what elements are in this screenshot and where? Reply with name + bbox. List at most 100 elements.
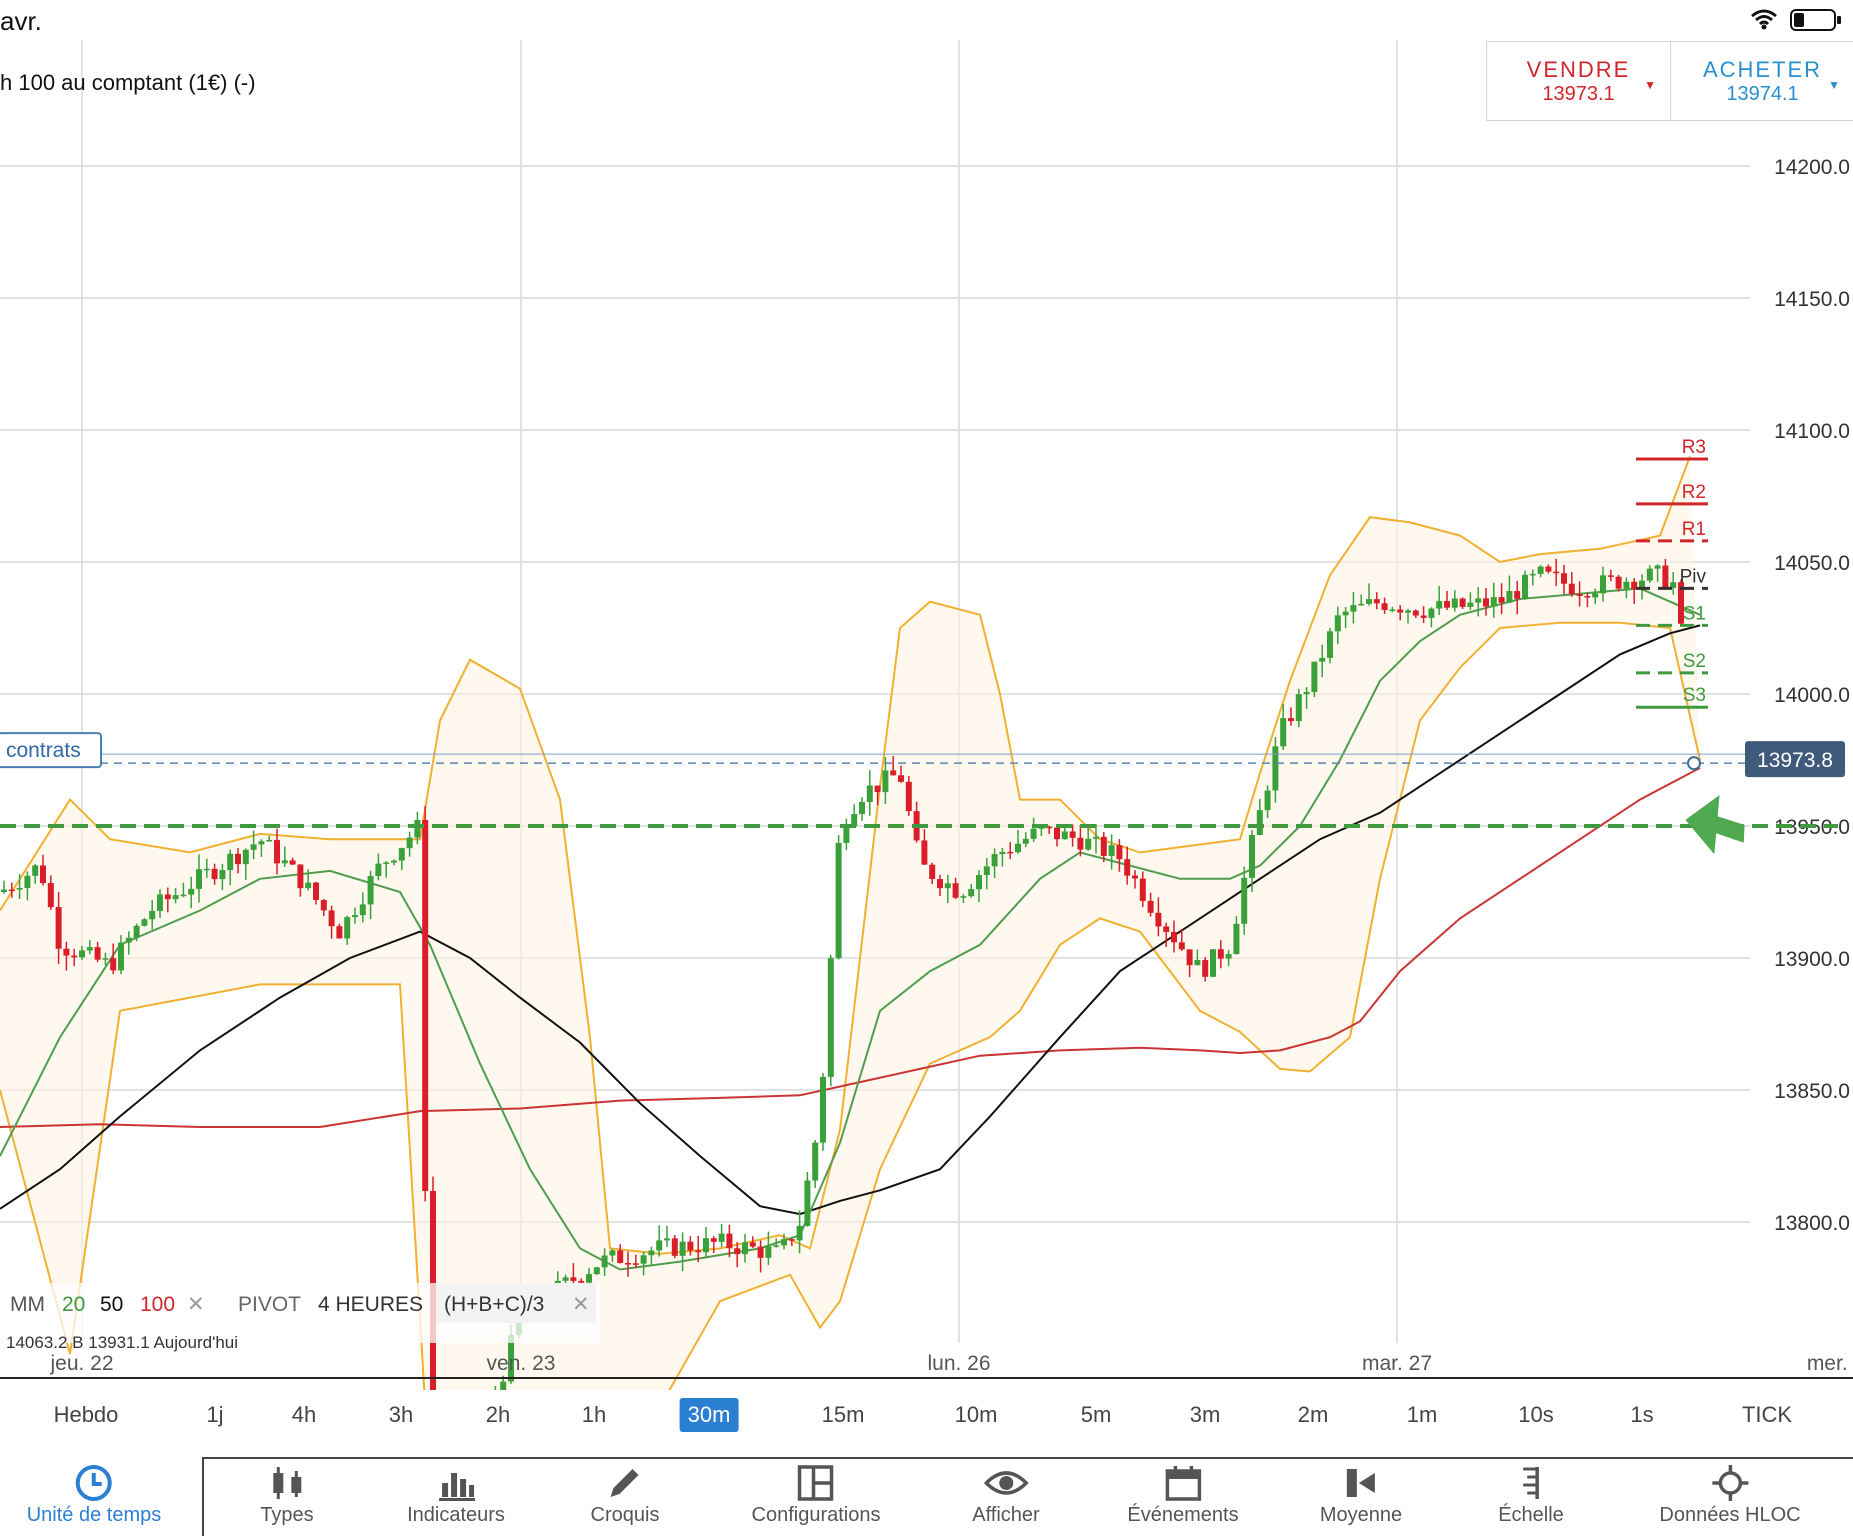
sell-caret-icon: ▼ — [1644, 78, 1656, 92]
candle — [63, 941, 70, 971]
current-price-badge: 13973.8 — [1745, 741, 1845, 778]
toolbar-label: Échelle — [1498, 1504, 1564, 1526]
buy-button[interactable]: ACHETER 13974.1 ▼ — [1670, 42, 1853, 120]
timeframe-1j[interactable]: 1j — [206, 1402, 224, 1427]
candle — [1592, 588, 1599, 605]
candle — [1202, 957, 1209, 982]
candle — [1545, 564, 1552, 574]
position-tag-label: contrats — [6, 739, 81, 762]
pencil-icon — [591, 1462, 660, 1504]
price-chart[interactable]: R3 R2 R1 Piv S1 S2 S3 14200.0 14150.0 14100.0 140… — [0, 0, 1853, 1390]
candle — [94, 941, 101, 963]
candle — [710, 1236, 717, 1254]
candle — [1350, 591, 1357, 624]
candle — [32, 864, 39, 884]
timeframe-30m[interactable]: 30m — [679, 1398, 739, 1432]
candle — [1428, 607, 1435, 628]
candle — [1295, 688, 1302, 728]
toolbar-bars-button[interactable]: Indicateurs — [407, 1462, 505, 1527]
candle — [640, 1251, 647, 1276]
price-tick-label: 14200.0 — [1774, 156, 1850, 179]
candle — [242, 848, 249, 880]
candle — [1272, 737, 1279, 803]
timeframe-2h[interactable]: 2h — [485, 1402, 511, 1427]
candle — [1623, 577, 1630, 599]
toolbar-pencil-button[interactable]: Croquis — [591, 1462, 660, 1527]
candle — [788, 1238, 795, 1246]
candle — [593, 1266, 600, 1276]
candle — [1085, 826, 1092, 851]
candle — [937, 874, 943, 897]
toolbar-average-button[interactable]: Moyenne — [1320, 1462, 1402, 1527]
indicator-legend: MM 20 50 100 ✕ PIVOT 4 HEURES (H+B+C)/3 ✕ 14063.2… — [0, 1283, 600, 1352]
candle — [827, 954, 834, 1087]
toolbar-candles-button[interactable]: Types — [260, 1462, 314, 1527]
candle — [40, 854, 46, 886]
timeframe-hebdo[interactable]: Hebdo — [53, 1402, 119, 1427]
toolbar-label: Indicateurs — [407, 1504, 505, 1526]
timeframe-3m[interactable]: 3m — [1189, 1402, 1221, 1427]
candle — [1233, 915, 1240, 955]
toolbar-crosshair-button[interactable]: Données HLOC — [1659, 1462, 1801, 1527]
candle — [976, 870, 982, 903]
price-tick-label: 13900.0 — [1774, 948, 1850, 971]
candle — [188, 876, 195, 909]
battery-icon — [1790, 8, 1842, 37]
toolbar-layout-button[interactable]: Configurations — [751, 1462, 881, 1527]
ma-50-line — [0, 624, 1701, 1216]
price-tick-label: 13800.0 — [1774, 1212, 1850, 1235]
timeframe-3h[interactable]: 3h — [388, 1402, 414, 1427]
candle — [703, 1227, 709, 1257]
timeframe-1s[interactable]: 1s — [1630, 1402, 1654, 1427]
timeframe-15m[interactable]: 15m — [821, 1402, 865, 1427]
date-label: ven. 23 — [487, 1352, 556, 1375]
timeframe-5m[interactable]: 5m — [1080, 1402, 1112, 1427]
pivot-legend-period: 4 HEURES — [318, 1293, 423, 1316]
candle — [258, 839, 265, 857]
candle — [1217, 940, 1224, 969]
timeframe-4h[interactable]: 4h — [291, 1402, 317, 1427]
pivot-level-label: S1 — [1683, 603, 1706, 624]
pivot-level-label: R2 — [1682, 482, 1706, 503]
toolbar-calendar-button[interactable]: Événements — [1127, 1462, 1239, 1527]
timeframe-tick[interactable]: TICK — [1741, 1402, 1793, 1427]
toolbar-label: Configurations — [751, 1504, 881, 1526]
candle — [1171, 920, 1177, 953]
candle — [671, 1235, 678, 1258]
candle — [8, 882, 15, 898]
candle — [149, 900, 156, 930]
candle — [1139, 871, 1146, 907]
candle — [1451, 590, 1458, 612]
toolbar-eye-button[interactable]: Afficher — [972, 1462, 1040, 1527]
candle — [250, 830, 257, 860]
candle — [141, 917, 148, 927]
candle — [1124, 846, 1131, 885]
timeframe-10m[interactable]: 10m — [954, 1402, 998, 1427]
candle — [1163, 922, 1170, 947]
toolbar-scale-button[interactable]: Échelle — [1498, 1462, 1564, 1527]
candle — [1514, 580, 1521, 615]
candle — [1288, 707, 1294, 726]
candle — [1303, 687, 1310, 709]
timeframe-1m[interactable]: 1m — [1406, 1402, 1438, 1427]
candle — [235, 848, 241, 874]
candle — [820, 1073, 826, 1151]
candle — [196, 854, 202, 903]
candle — [133, 923, 140, 942]
timeframe-2m[interactable]: 2m — [1297, 1402, 1329, 1427]
candle — [632, 1254, 639, 1269]
candle — [313, 881, 319, 905]
candle — [1007, 842, 1014, 860]
time-axis: jeu. 22 ven. 23 lun. 26 mar. 27 mer. 2 — [0, 1352, 1853, 1379]
candle — [1256, 798, 1263, 836]
sell-button[interactable]: VENDRE 13973.1 ▼ — [1487, 42, 1670, 120]
candle — [102, 952, 109, 966]
timeframe-1h[interactable]: 1h — [581, 1402, 607, 1427]
candle — [1194, 949, 1201, 966]
candle — [24, 871, 31, 901]
toolbar-label: Événements — [1127, 1504, 1239, 1526]
candle — [1654, 564, 1661, 582]
timeframe-10s[interactable]: 10s — [1518, 1402, 1554, 1427]
toolbar-clock-button[interactable]: Unité de temps — [27, 1462, 161, 1527]
candle — [1444, 591, 1450, 611]
